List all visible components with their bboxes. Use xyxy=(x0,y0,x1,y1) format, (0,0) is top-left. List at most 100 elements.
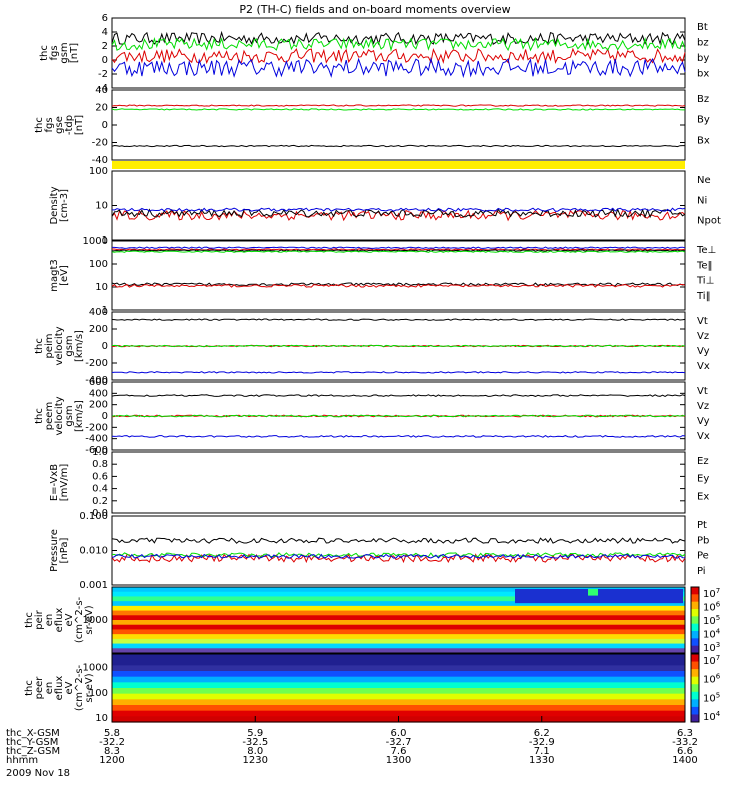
ytick-label: -400 xyxy=(85,375,108,386)
ytick-label: 0.6 xyxy=(92,471,108,482)
panel-7: E=-VxB[mV/m] 1.00.80.6 0.40.20.0 Ez Ey Ex xyxy=(49,447,709,519)
series-line-Te‖ xyxy=(111,249,686,252)
ylabel-line: [nT] xyxy=(74,115,85,135)
spectrogram-band xyxy=(112,615,685,621)
colorbar-segment xyxy=(691,676,699,685)
xaxis-row-value: 1400 xyxy=(672,755,697,766)
ylabel-line: en xyxy=(44,614,55,627)
ylabel-line: thc xyxy=(39,45,50,61)
colorbar-exponent: 5 xyxy=(716,614,720,622)
ytick-label: 1000 xyxy=(83,236,108,247)
x-axis: thc_X-GSM 5.8 5.9 6.0 6.2 6.3 thc_Y-GSM -32.2 -3… xyxy=(6,716,698,766)
legend-Vt: Vt xyxy=(697,316,708,327)
colorbar-segment xyxy=(691,616,699,625)
colorbar-segment xyxy=(691,699,699,708)
series-line-Ni xyxy=(111,208,686,219)
xaxis-row-value: -32.2 xyxy=(99,737,125,748)
series-line-Ti‖ xyxy=(111,250,686,253)
legend-Vz: Vz xyxy=(697,401,709,412)
panel-frame xyxy=(111,240,686,311)
colorbar-segment xyxy=(691,645,699,654)
legend-Ez: Ez xyxy=(697,456,709,467)
series-line-bz xyxy=(111,47,686,65)
xaxis-row-value: -32.9 xyxy=(529,737,555,748)
panel-4-ylabel: magt3[eV] xyxy=(49,259,70,292)
panel-6: thcpeemvelocitygsm[km/s]6004002000-200-4… xyxy=(34,377,710,456)
colorbar-exponent: 4 xyxy=(716,628,721,636)
ylabel-line: velocity xyxy=(54,326,65,365)
colorbar-exponent: 6 xyxy=(716,601,721,609)
colorbar-label: 105 xyxy=(703,691,720,704)
spectrogram-band xyxy=(112,659,685,666)
ytick-label: 1000 xyxy=(83,615,108,626)
ylabel-line: gse xyxy=(54,116,65,134)
panel-10: thcpeerenefluxeV(cm^2-s-sr-eV)1000 100 10 1… xyxy=(24,653,721,724)
xaxis-row-value: -33.2 xyxy=(672,737,698,748)
series-line-Pt xyxy=(111,537,686,544)
panel-3-ylabel: Density[cm-3] xyxy=(49,186,70,224)
ytick-label: 10 xyxy=(95,201,108,212)
ylabel-line: (cm^2-s- xyxy=(74,664,85,711)
series-line-Bt xyxy=(111,30,686,46)
legend-Vy: Vy xyxy=(697,346,710,357)
xaxis-row-value: 6.3 xyxy=(677,728,693,739)
legend-Bx: Bx xyxy=(697,135,710,146)
xaxis-row-value: -32.7 xyxy=(386,737,412,748)
ytick-label: 1 xyxy=(102,235,108,246)
ytick-label: -20 xyxy=(92,138,108,149)
ytick-label: -600 xyxy=(85,445,108,456)
ytick-label: 0.8 xyxy=(92,459,108,470)
ytick-label: -400 xyxy=(85,434,108,445)
xaxis-row-label: thc_Y-GSM xyxy=(6,737,58,748)
series-line-Vx xyxy=(111,435,686,438)
spectrogram-band xyxy=(112,624,685,631)
spectrogram-patch xyxy=(515,589,683,604)
ylabel-line: peer xyxy=(34,676,45,700)
colorbar-label: 107 xyxy=(703,654,720,667)
ytick-label: 600 xyxy=(89,377,108,388)
spectrogram-band xyxy=(112,682,685,689)
panel-1-ylabel: thcfgsgsm[nT] xyxy=(39,42,80,63)
legend-Ni: Ni xyxy=(697,195,707,206)
ytick-label: 0.010 xyxy=(79,546,108,557)
series-line-Vx xyxy=(111,371,686,374)
legend-Vx: Vx xyxy=(697,431,710,442)
ytick-label: 10 xyxy=(95,713,108,724)
series-line-Te⊥ xyxy=(112,248,686,251)
ylabel-line: thc xyxy=(34,408,45,424)
legend-Ti‖: Ti‖ xyxy=(696,291,711,302)
panel-frame xyxy=(111,170,686,241)
spectrogram-band xyxy=(112,591,685,598)
spectrogram-band xyxy=(112,601,685,607)
colorbar-segment xyxy=(691,654,699,663)
xaxis-row-value: 8.3 xyxy=(104,746,120,757)
panel-frame xyxy=(111,451,686,514)
xaxis-row-value: 6.0 xyxy=(391,728,407,739)
spectrogram-band xyxy=(112,620,685,626)
legend-Pb: Pb xyxy=(697,535,709,546)
colorbar-frame xyxy=(690,653,700,723)
ytick-label: 0 xyxy=(102,55,108,66)
colorbar-label: 103 xyxy=(703,641,720,654)
colorbar-label: 104 xyxy=(703,628,721,641)
ylabel-line: [mV/m] xyxy=(59,464,70,502)
panel-frame xyxy=(111,586,686,654)
ylabel-line: thc xyxy=(34,117,45,133)
ylabel-line: gsm xyxy=(59,42,70,63)
colorbar-segment xyxy=(691,638,699,647)
ylabel-line: [km/s] xyxy=(74,400,85,432)
ytick-label: 100 xyxy=(89,166,108,177)
ylabel-line: eflux xyxy=(54,676,65,701)
colorbar-segment xyxy=(691,714,699,723)
series-line-Vy xyxy=(111,344,686,348)
legend-Vz: Vz xyxy=(697,331,709,342)
ylabel-line: magt3 xyxy=(49,259,60,292)
spectrogram-band xyxy=(112,654,685,661)
colorbar-segment xyxy=(691,587,699,595)
spectrogram-band xyxy=(112,665,685,672)
panel-frame xyxy=(111,17,686,89)
ytick-label: 100 xyxy=(89,259,108,270)
ylabel-line: [cm-3] xyxy=(59,189,70,222)
legend-Vt: Vt xyxy=(697,386,708,397)
